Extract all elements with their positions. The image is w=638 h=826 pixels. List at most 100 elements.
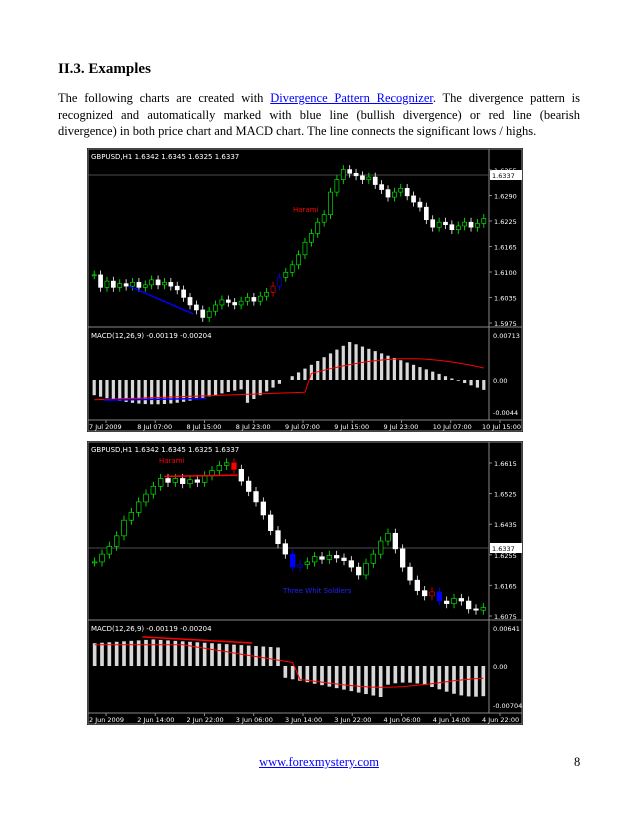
- chart-svg: GBPUSD,H1 1.6342 1.6345 1.6325 1.6337 1.6…: [87, 441, 523, 725]
- para-text-1: The following charts are created with: [58, 91, 271, 105]
- candle-body: [213, 304, 218, 312]
- candle-body: [436, 591, 442, 602]
- pattern-label-soldiers: Three Whit Soldiers: [282, 587, 352, 595]
- footer-url[interactable]: www.forexmystery.com: [0, 755, 638, 770]
- candle-body: [92, 561, 98, 564]
- macd-tick-label: -0.00704: [493, 702, 522, 710]
- macd-tick-label: -0.0044: [493, 409, 518, 417]
- time-tick-label: 9 Jul 07:00: [285, 423, 320, 431]
- candle-body: [340, 169, 346, 180]
- price-tick-label: 1.6165: [494, 582, 517, 590]
- time-tick-label: 4 Jun 22:00: [482, 716, 519, 724]
- candle-body: [347, 169, 353, 174]
- candle-body: [480, 607, 486, 611]
- candle-body: [117, 283, 123, 288]
- price-tick-label: 1.6165: [494, 244, 517, 252]
- candle-body: [194, 479, 200, 483]
- candle-body: [149, 279, 155, 286]
- price-tick-label: 1.6355: [494, 167, 517, 175]
- candle-body: [392, 532, 398, 550]
- pattern-label-harami: Harami: [159, 457, 185, 465]
- candle-body: [404, 188, 410, 197]
- candle-body: [270, 285, 276, 293]
- chart-frame: [87, 441, 523, 725]
- divergence-recognizer-link[interactable]: Divergence Pattern Recognizer: [270, 91, 433, 105]
- macd-header: MACD(12,26,9) -0.00119 -0.00204: [91, 332, 212, 340]
- candle-body: [356, 566, 362, 576]
- time-tick-label: 10 Jul 15:00: [482, 423, 521, 431]
- macd-tick-label: 0.00641: [493, 625, 520, 633]
- chart-bg: [87, 148, 523, 432]
- time-tick-label: 3 Jun 14:00: [285, 716, 322, 724]
- candle-body: [328, 191, 333, 215]
- time-tick-label: 2 Jun 14:00: [137, 716, 174, 724]
- price-tick-label: 1.6100: [494, 269, 517, 277]
- candle-body: [246, 480, 252, 492]
- candle-body: [297, 564, 303, 568]
- footer-url-text[interactable]: www.forexmystery.com: [259, 755, 379, 769]
- chart-gbpusd-june: GBPUSD,H1 1.6342 1.6345 1.6325 1.6337 1.6…: [87, 441, 523, 725]
- price-tick-label: 1.6525: [494, 491, 517, 499]
- candle-body: [251, 297, 257, 302]
- candle-body: [417, 201, 423, 208]
- candle-body: [162, 282, 167, 286]
- candle-body: [257, 295, 263, 302]
- time-tick-label: 2 Jun 2009: [89, 716, 124, 724]
- candle-body: [283, 272, 289, 278]
- chart-header: GBPUSD,H1 1.6342 1.6345 1.6325 1.6337: [91, 446, 239, 454]
- candle-body: [158, 478, 164, 487]
- candle-body: [429, 591, 435, 597]
- current-price-box: [490, 170, 522, 180]
- candle-body: [451, 598, 457, 604]
- candle-body: [385, 532, 391, 542]
- candle-body: [225, 299, 231, 303]
- candle-body: [142, 284, 148, 288]
- macd-signal-line: [94, 358, 484, 401]
- price-divergence-line: [129, 285, 194, 315]
- candle-body: [268, 514, 274, 531]
- time-tick-label: 7 Jul 2009: [89, 423, 122, 431]
- chart-svg: GBPUSD,H1 1.6342 1.6345 1.6325 1.6337 1.6…: [87, 148, 523, 432]
- candle-body: [466, 600, 472, 610]
- chart-frame: [87, 148, 523, 432]
- chart-header: GBPUSD,H1 1.6342 1.6345 1.6325 1.6337: [91, 153, 239, 161]
- candle-body: [253, 491, 259, 503]
- price-tick-label: 1.6255: [494, 552, 517, 560]
- price-tick-label: 1.5975: [494, 320, 517, 328]
- candle-body: [353, 172, 359, 177]
- price-tick-label: 1.6035: [494, 295, 517, 303]
- time-tick-label: 10 Jul 07:00: [433, 423, 472, 431]
- candle-body: [224, 462, 230, 466]
- candle-body: [275, 530, 281, 544]
- candle-body: [123, 283, 129, 287]
- candle-body: [165, 478, 171, 483]
- macd-header: MACD(12,26,9) -0.00119 -0.00204: [91, 625, 212, 633]
- candle-body: [216, 465, 222, 471]
- candle-body: [282, 543, 288, 555]
- pattern-label-harami: Harami: [293, 206, 319, 214]
- candle-body: [326, 555, 332, 560]
- candle-body: [238, 469, 244, 482]
- candle-body: [260, 501, 266, 516]
- candle-body: [372, 176, 378, 185]
- candle-body: [106, 545, 112, 555]
- candle-body: [136, 282, 142, 288]
- candle-body: [422, 590, 428, 597]
- candle-body: [309, 233, 314, 243]
- candle-body: [296, 254, 301, 266]
- candle-body: [430, 219, 436, 228]
- candle-body: [180, 478, 186, 484]
- candle-body: [458, 598, 464, 602]
- para-text-2: . The divergence pattern is recognized a…: [58, 91, 581, 138]
- time-tick-label: 8 Jul 07:00: [137, 423, 172, 431]
- candle-body: [121, 519, 127, 537]
- candle-body: [194, 304, 199, 311]
- candle-body: [392, 191, 397, 198]
- section-heading: II.3. Examples: [58, 61, 151, 77]
- price-divergence-line: [164, 474, 238, 478]
- candle-body: [174, 285, 180, 291]
- candle-body: [91, 274, 97, 277]
- candle-body: [304, 561, 310, 565]
- macd-signal-line: [94, 644, 484, 688]
- macd-divergence-line: [142, 636, 253, 644]
